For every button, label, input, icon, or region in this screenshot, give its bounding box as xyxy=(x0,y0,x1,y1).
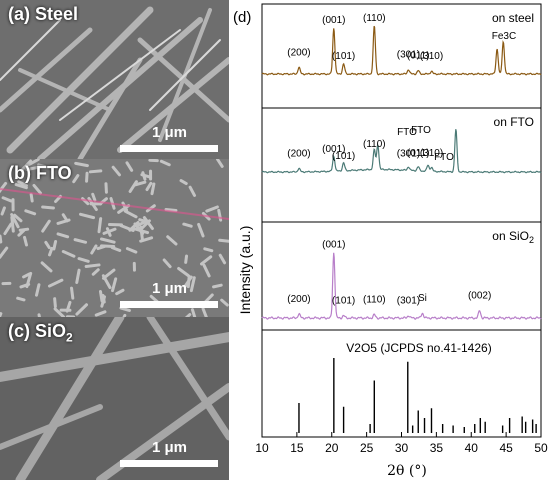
fto-grain xyxy=(25,237,27,245)
xrd-chart: (d) Intensity (a.u.) 2θ (°) on steel (200… xyxy=(229,0,550,480)
fto-grain xyxy=(0,236,1,242)
fto-grain xyxy=(72,288,73,298)
peak-label: (200) xyxy=(287,149,310,160)
fto-grain xyxy=(86,265,99,267)
peak-label: (001) xyxy=(322,239,345,250)
scale-bar xyxy=(120,145,218,152)
peak-label: (002) xyxy=(468,291,491,302)
x-tick-label: 50 xyxy=(534,441,548,455)
x-tick-label: 45 xyxy=(499,441,513,455)
scale-bar xyxy=(120,460,218,467)
fto-grain xyxy=(43,207,54,208)
fto-grain xyxy=(90,171,100,172)
fto-grain xyxy=(214,285,222,287)
peak-label: Si xyxy=(418,293,427,304)
fto-grain xyxy=(93,194,95,200)
x-tick-label: 20 xyxy=(325,441,339,455)
xrd-chart-panel: (d) Intensity (a.u.) 2θ (°) on steel (200… xyxy=(229,0,550,480)
fto-grain xyxy=(186,256,187,262)
peak-label: Fe3C xyxy=(492,31,516,42)
panel-title: on SiO2 xyxy=(492,229,534,245)
sem-panel-label: (c) SiO2 xyxy=(8,321,73,345)
peak-label: (310) xyxy=(420,51,443,62)
panel-title: on FTO xyxy=(494,115,534,129)
sem-image-steel: (a) Steel 1 μm xyxy=(0,0,229,159)
fto-grain xyxy=(54,241,56,249)
fto-grain xyxy=(99,219,101,232)
scale-bar-label: 1 μm xyxy=(152,124,187,141)
peak-label: (310) xyxy=(420,148,443,159)
panel-title: V2O5 (JCPDS no.41-1426) xyxy=(346,341,491,355)
peak-label: (110) xyxy=(363,295,386,306)
x-tick-label: 40 xyxy=(465,441,479,455)
fto-grain xyxy=(31,194,32,201)
fto-grain xyxy=(55,299,56,307)
scale-bar-label: 1 μm xyxy=(152,439,187,456)
x-tick-label: 25 xyxy=(360,441,374,455)
scale-bar-label: 1 μm xyxy=(152,280,187,297)
peak-label: (101) xyxy=(332,151,355,162)
sem-panel-label: (b) FTO xyxy=(8,163,72,184)
peak-label: (200) xyxy=(287,47,310,58)
x-tick-label: 35 xyxy=(430,441,444,455)
peak-label: (301) xyxy=(397,296,420,307)
fto-grain xyxy=(184,224,191,226)
panel-title: on steel xyxy=(492,11,534,25)
peak-label: (110) xyxy=(363,13,386,24)
peak-label: (001) xyxy=(322,15,345,26)
sem-panel-label: (a) Steel xyxy=(8,4,78,25)
scale-bar xyxy=(120,301,218,308)
x-axis-label: 2θ (°) xyxy=(387,463,427,479)
sem-image-fto: (b) FTO 1 μm xyxy=(0,159,229,317)
fto-grain xyxy=(18,298,24,300)
peak-label: (101) xyxy=(332,51,355,62)
x-tick-label: 10 xyxy=(255,441,269,455)
peak-label: (110) xyxy=(363,139,386,150)
x-tick-label: 15 xyxy=(290,441,304,455)
x-tick-label: 30 xyxy=(395,441,409,455)
fto-grain xyxy=(220,240,229,241)
peak-label: (200) xyxy=(287,294,310,305)
fto-grain xyxy=(205,249,212,251)
y-axis-label: Intensity (a.u.) xyxy=(237,226,253,315)
fto-grain xyxy=(152,184,154,194)
xrd-pattern-line xyxy=(262,253,541,319)
fto-grain xyxy=(141,227,143,240)
fto-grain xyxy=(101,246,113,247)
peak-label: FTO xyxy=(411,125,431,136)
fto-grain xyxy=(103,295,104,302)
sem-image-sio2: (c) SiO2 1 μm xyxy=(0,317,229,480)
panel-d-label: (d) xyxy=(233,9,251,26)
peak-label: (101) xyxy=(332,296,355,307)
